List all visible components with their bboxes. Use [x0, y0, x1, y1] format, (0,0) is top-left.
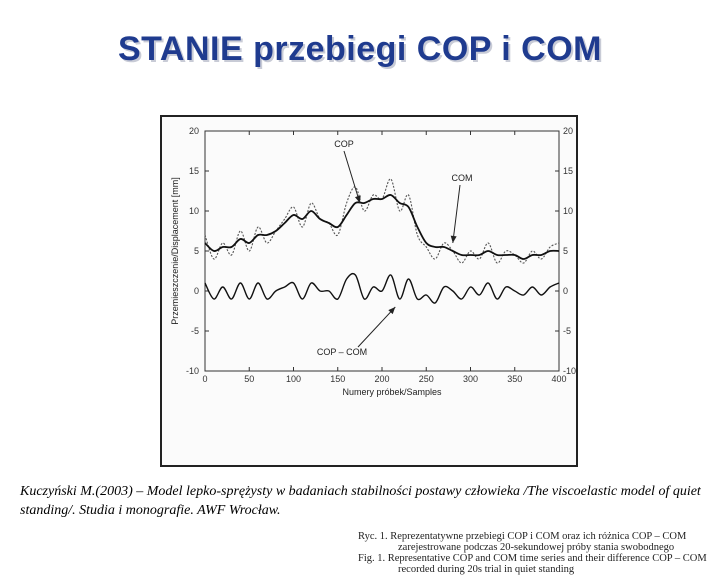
caption-line: Ryc. 1. Reprezentatywne przebiegi COP i …	[358, 531, 687, 542]
x-tick-label: 50	[244, 374, 254, 384]
figure-scan: 0 50 100 150 200 250 300 350 400 -10 -5 0 5 10 15 20 -10…	[160, 115, 707, 575]
y-tick-label: 5	[194, 246, 199, 256]
annotation-arrowhead	[388, 307, 396, 315]
series-line-diff	[204, 272, 560, 304]
y-tick-label: 0	[194, 286, 199, 296]
y-tick-label: -10	[186, 366, 199, 376]
y-tick-label-right: 0	[563, 286, 568, 296]
y-tick-label-right: 20	[563, 126, 573, 136]
cop-com-chart: 0 50 100 150 200 250 300 350 400-10-505101520-10…	[170, 126, 576, 397]
caption-line: Fig. 1. Representative COP and COM time …	[358, 553, 707, 564]
y-tick-label-right: 5	[563, 246, 568, 256]
y-tick-label: -5	[191, 326, 199, 336]
x-tick-label: 250	[419, 374, 434, 384]
annotation-arrow	[343, 150, 361, 204]
x-tick-label: 350	[507, 374, 522, 384]
slide-title: STANIE przebiegi COP i COM	[117, 30, 603, 68]
series-line-com	[204, 194, 560, 260]
y-tick-label-right: -10	[563, 366, 576, 376]
y-tick-label-right: -5	[563, 326, 571, 336]
x-tick-label: 150	[330, 374, 345, 384]
annotation-label: COP – COM	[317, 347, 367, 357]
x-tick-label: 100	[286, 374, 301, 384]
annotation-arrowhead	[354, 195, 361, 203]
annotation-label: COM	[452, 173, 473, 183]
y-tick-label-right: 10	[563, 206, 573, 216]
x-tick-label: 200	[374, 374, 389, 384]
annotation-label: COP	[334, 139, 354, 149]
y-axis-label: Przemieszczenie/Displacement [mm]	[170, 177, 180, 325]
series-line-cop	[204, 178, 560, 264]
x-tick-label: 400	[551, 374, 566, 384]
caption-line: recorded during 20s trial in quiet stand…	[398, 564, 575, 575]
annotation-arrowhead	[450, 235, 457, 243]
citation-text: Kuczyński M.(2003) – Model lepko-sprężys…	[20, 484, 701, 518]
figure-caption: Ryc. 1. Reprezentatywne przebiegi COP i …	[358, 531, 720, 575]
annotation-arrow	[357, 306, 396, 348]
annotation-arrow	[452, 184, 461, 244]
y-tick-label: 15	[189, 166, 199, 176]
y-tick-label: 20	[189, 126, 199, 136]
x-axis-label: Numery próbek/Samples	[342, 387, 442, 397]
x-tick-label: 300	[463, 374, 478, 384]
caption-line: zarejestrowane podczas 20-sekundowej pró…	[398, 542, 675, 553]
y-tick-label: 10	[189, 206, 199, 216]
y-tick-label-right: 15	[563, 166, 573, 176]
x-tick-label: 0	[202, 374, 207, 384]
